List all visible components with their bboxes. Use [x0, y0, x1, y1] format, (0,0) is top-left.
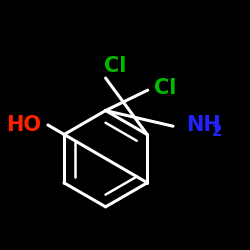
Text: Cl: Cl — [104, 56, 126, 76]
Text: HO: HO — [6, 115, 41, 135]
Text: 2: 2 — [212, 124, 222, 139]
Text: Cl: Cl — [154, 78, 176, 98]
Text: NH: NH — [186, 115, 221, 135]
